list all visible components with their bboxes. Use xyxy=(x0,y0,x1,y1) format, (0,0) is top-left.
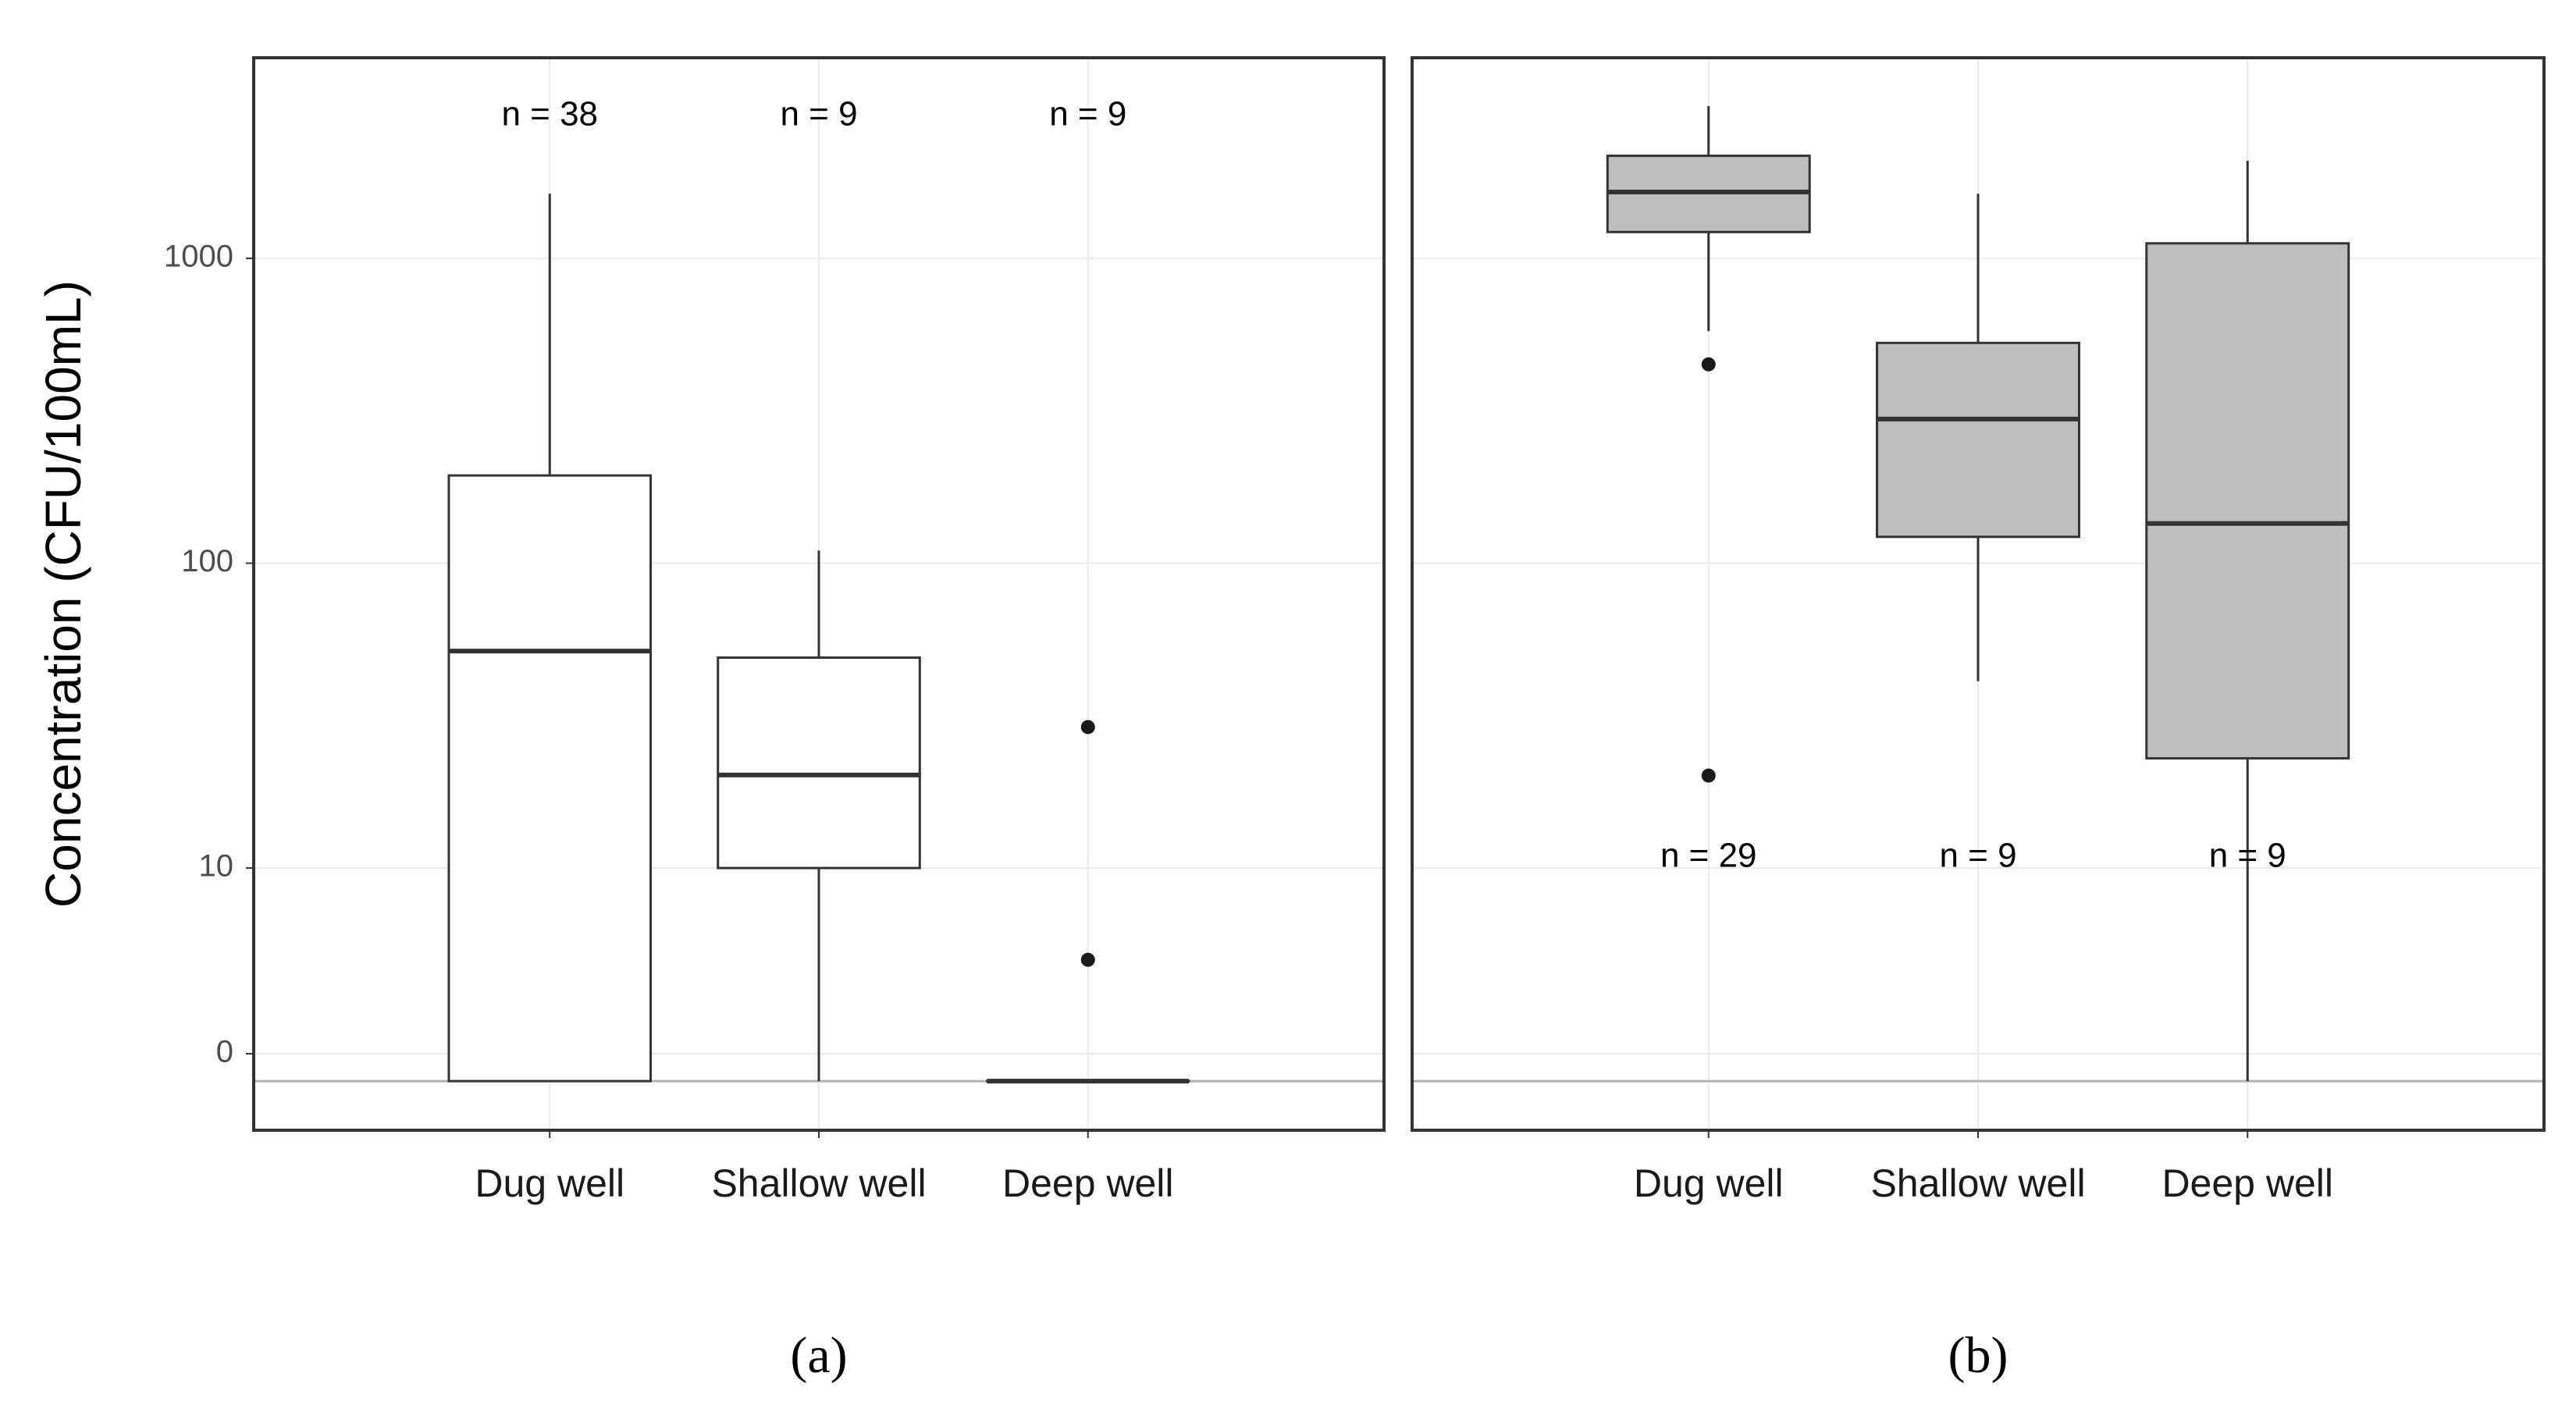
y-tick-label: 1000 xyxy=(164,240,233,274)
annotation: n = 9 xyxy=(1049,94,1126,133)
y-axis-label: Concentration (CFU/100mL) xyxy=(35,280,91,908)
outlier xyxy=(1702,769,1716,783)
x-tick-label: Deep well xyxy=(2161,1161,2333,1205)
box xyxy=(1877,343,2080,536)
x-tick-label: Deep well xyxy=(1002,1161,1174,1205)
panel: n = 38 n = 9 n = 9 xyxy=(254,58,1384,1130)
outlier xyxy=(1081,720,1095,734)
box xyxy=(718,658,920,869)
annotation: n = 9 xyxy=(2209,837,2286,875)
y-tick-label: 100 xyxy=(181,544,233,578)
box xyxy=(2147,244,2349,759)
caption: (b) xyxy=(1948,1327,2008,1384)
caption: (a) xyxy=(790,1327,847,1384)
annotation: n = 9 xyxy=(1939,837,2016,875)
x-tick-label: Dug well xyxy=(475,1161,624,1205)
y-tick-label: 10 xyxy=(199,849,234,884)
outlier xyxy=(1081,953,1095,967)
annotation: n = 29 xyxy=(1660,837,1757,875)
x-tick-label: Dug well xyxy=(1634,1161,1784,1205)
x-tick-label: Shallow well xyxy=(711,1161,926,1205)
x-tick-label: Shallow well xyxy=(1870,1161,2085,1205)
outlier xyxy=(1702,357,1716,372)
annotation: n = 9 xyxy=(780,94,857,133)
y-tick-label: 0 xyxy=(216,1035,233,1069)
box xyxy=(449,475,651,1081)
annotation: n = 38 xyxy=(501,94,598,133)
panel: n = 29 n = 9 n = 9 xyxy=(1412,58,2544,1130)
